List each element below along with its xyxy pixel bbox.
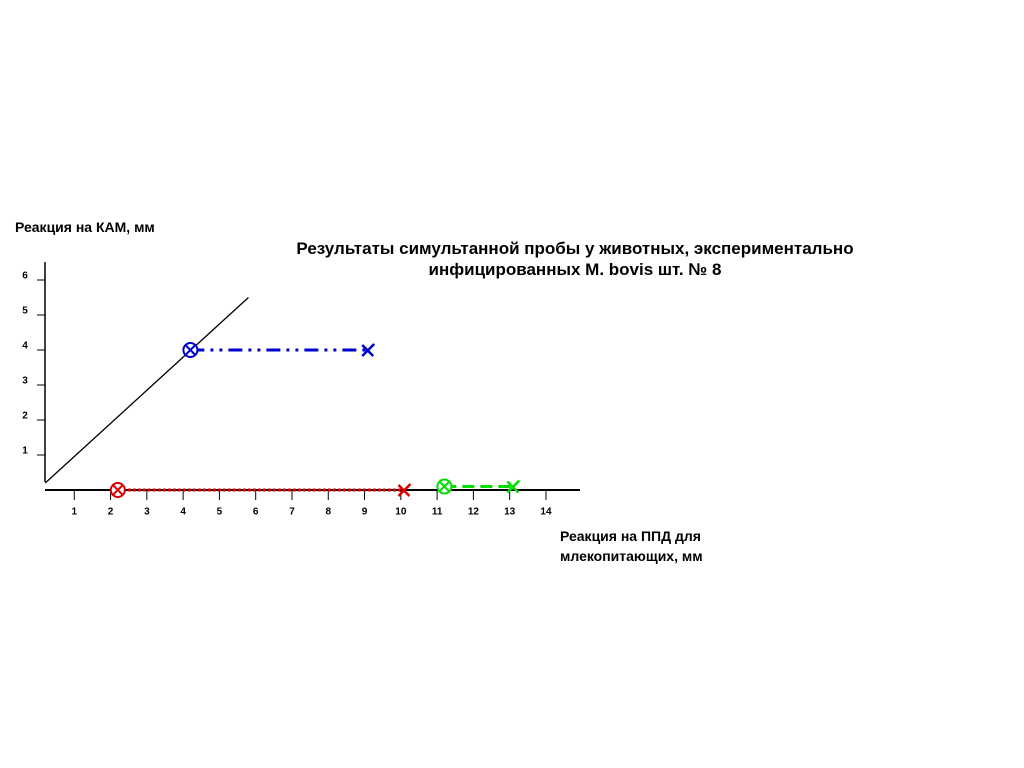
start-marker-cross [112, 484, 124, 496]
x-tick-label: 12 [468, 507, 480, 518]
y-tick-label: 6 [22, 271, 28, 282]
x-tick-label: 4 [180, 507, 186, 518]
x-tick-label: 1 [72, 507, 78, 518]
x-tick-label: 13 [504, 507, 516, 518]
x-tick-label: 7 [289, 507, 295, 518]
end-marker [361, 343, 376, 357]
y-tick-label: 1 [22, 446, 28, 457]
start-marker-cross [184, 344, 197, 356]
x-tick-label: 6 [253, 507, 259, 518]
x-tick-label: 14 [540, 507, 552, 518]
x-tick-label: 9 [362, 507, 368, 518]
end-marker [506, 479, 521, 494]
x-tick-label: 11 [432, 507, 443, 518]
y-tick-label: 2 [22, 411, 28, 422]
x-tick-label: 5 [217, 507, 223, 518]
end-marker [397, 483, 412, 497]
y-tick-label: 5 [22, 306, 28, 317]
x-tick-label: 8 [325, 507, 331, 518]
y-tick-label: 4 [22, 341, 28, 352]
y-tick-label: 3 [22, 376, 28, 387]
start-marker-cross [438, 480, 451, 493]
x-tick-label: 3 [144, 507, 150, 518]
x-tick-label: 10 [395, 507, 407, 518]
chart-title: Результаты симультанной пробы у животных… [296, 239, 854, 279]
series-line [44, 297, 249, 484]
x-tick-label: 2 [108, 507, 114, 518]
x-axis-label: Реакция на ППД для млекопитающих, мм [560, 528, 703, 564]
y-axis-label: Реакция на КАМ, мм [15, 219, 155, 235]
